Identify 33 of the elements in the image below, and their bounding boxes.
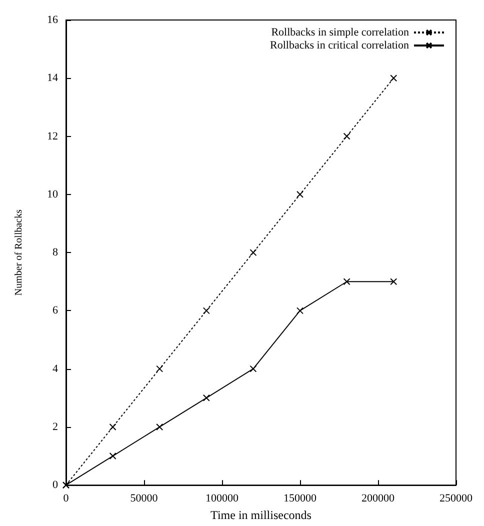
y-axis-title: Number of Rollbacks bbox=[14, 209, 24, 296]
x-tick-label: 250000 bbox=[440, 492, 473, 505]
y-tick-label: 2 bbox=[52, 420, 58, 433]
point bbox=[296, 190, 304, 198]
point bbox=[202, 307, 210, 314]
point bbox=[250, 249, 257, 256]
point bbox=[343, 278, 350, 286]
point bbox=[156, 365, 164, 372]
y-tick-label: 16 bbox=[47, 14, 58, 26]
x-tick-label: 200000 bbox=[362, 492, 395, 505]
point bbox=[390, 74, 398, 82]
y-tick-label: 10 bbox=[47, 188, 58, 200]
x-tick-label: 50000 bbox=[130, 492, 158, 505]
point bbox=[390, 278, 398, 286]
y-tick-label: 8 bbox=[52, 246, 58, 259]
point bbox=[202, 394, 210, 402]
x-tick-label: 100000 bbox=[206, 492, 239, 505]
y-tick-label: 12 bbox=[47, 130, 58, 142]
point bbox=[296, 307, 304, 314]
legend-label: Rollbacks in critical correlation bbox=[270, 40, 410, 52]
y-tick-label: 0 bbox=[52, 479, 58, 492]
x-tick-label: 0 bbox=[63, 492, 70, 505]
point bbox=[250, 365, 257, 372]
point bbox=[156, 423, 164, 430]
x-axis-title: Time in milliseconds bbox=[210, 508, 312, 522]
point bbox=[343, 132, 350, 140]
y-tick-label: 14 bbox=[47, 72, 58, 84]
x-tick-label: 150000 bbox=[284, 492, 317, 505]
point bbox=[109, 452, 116, 460]
y-tick-label: 6 bbox=[52, 304, 58, 317]
legend-label: Rollbacks in simple correlation bbox=[271, 26, 410, 38]
point bbox=[109, 423, 116, 430]
y-tick-label: 4 bbox=[52, 362, 58, 375]
